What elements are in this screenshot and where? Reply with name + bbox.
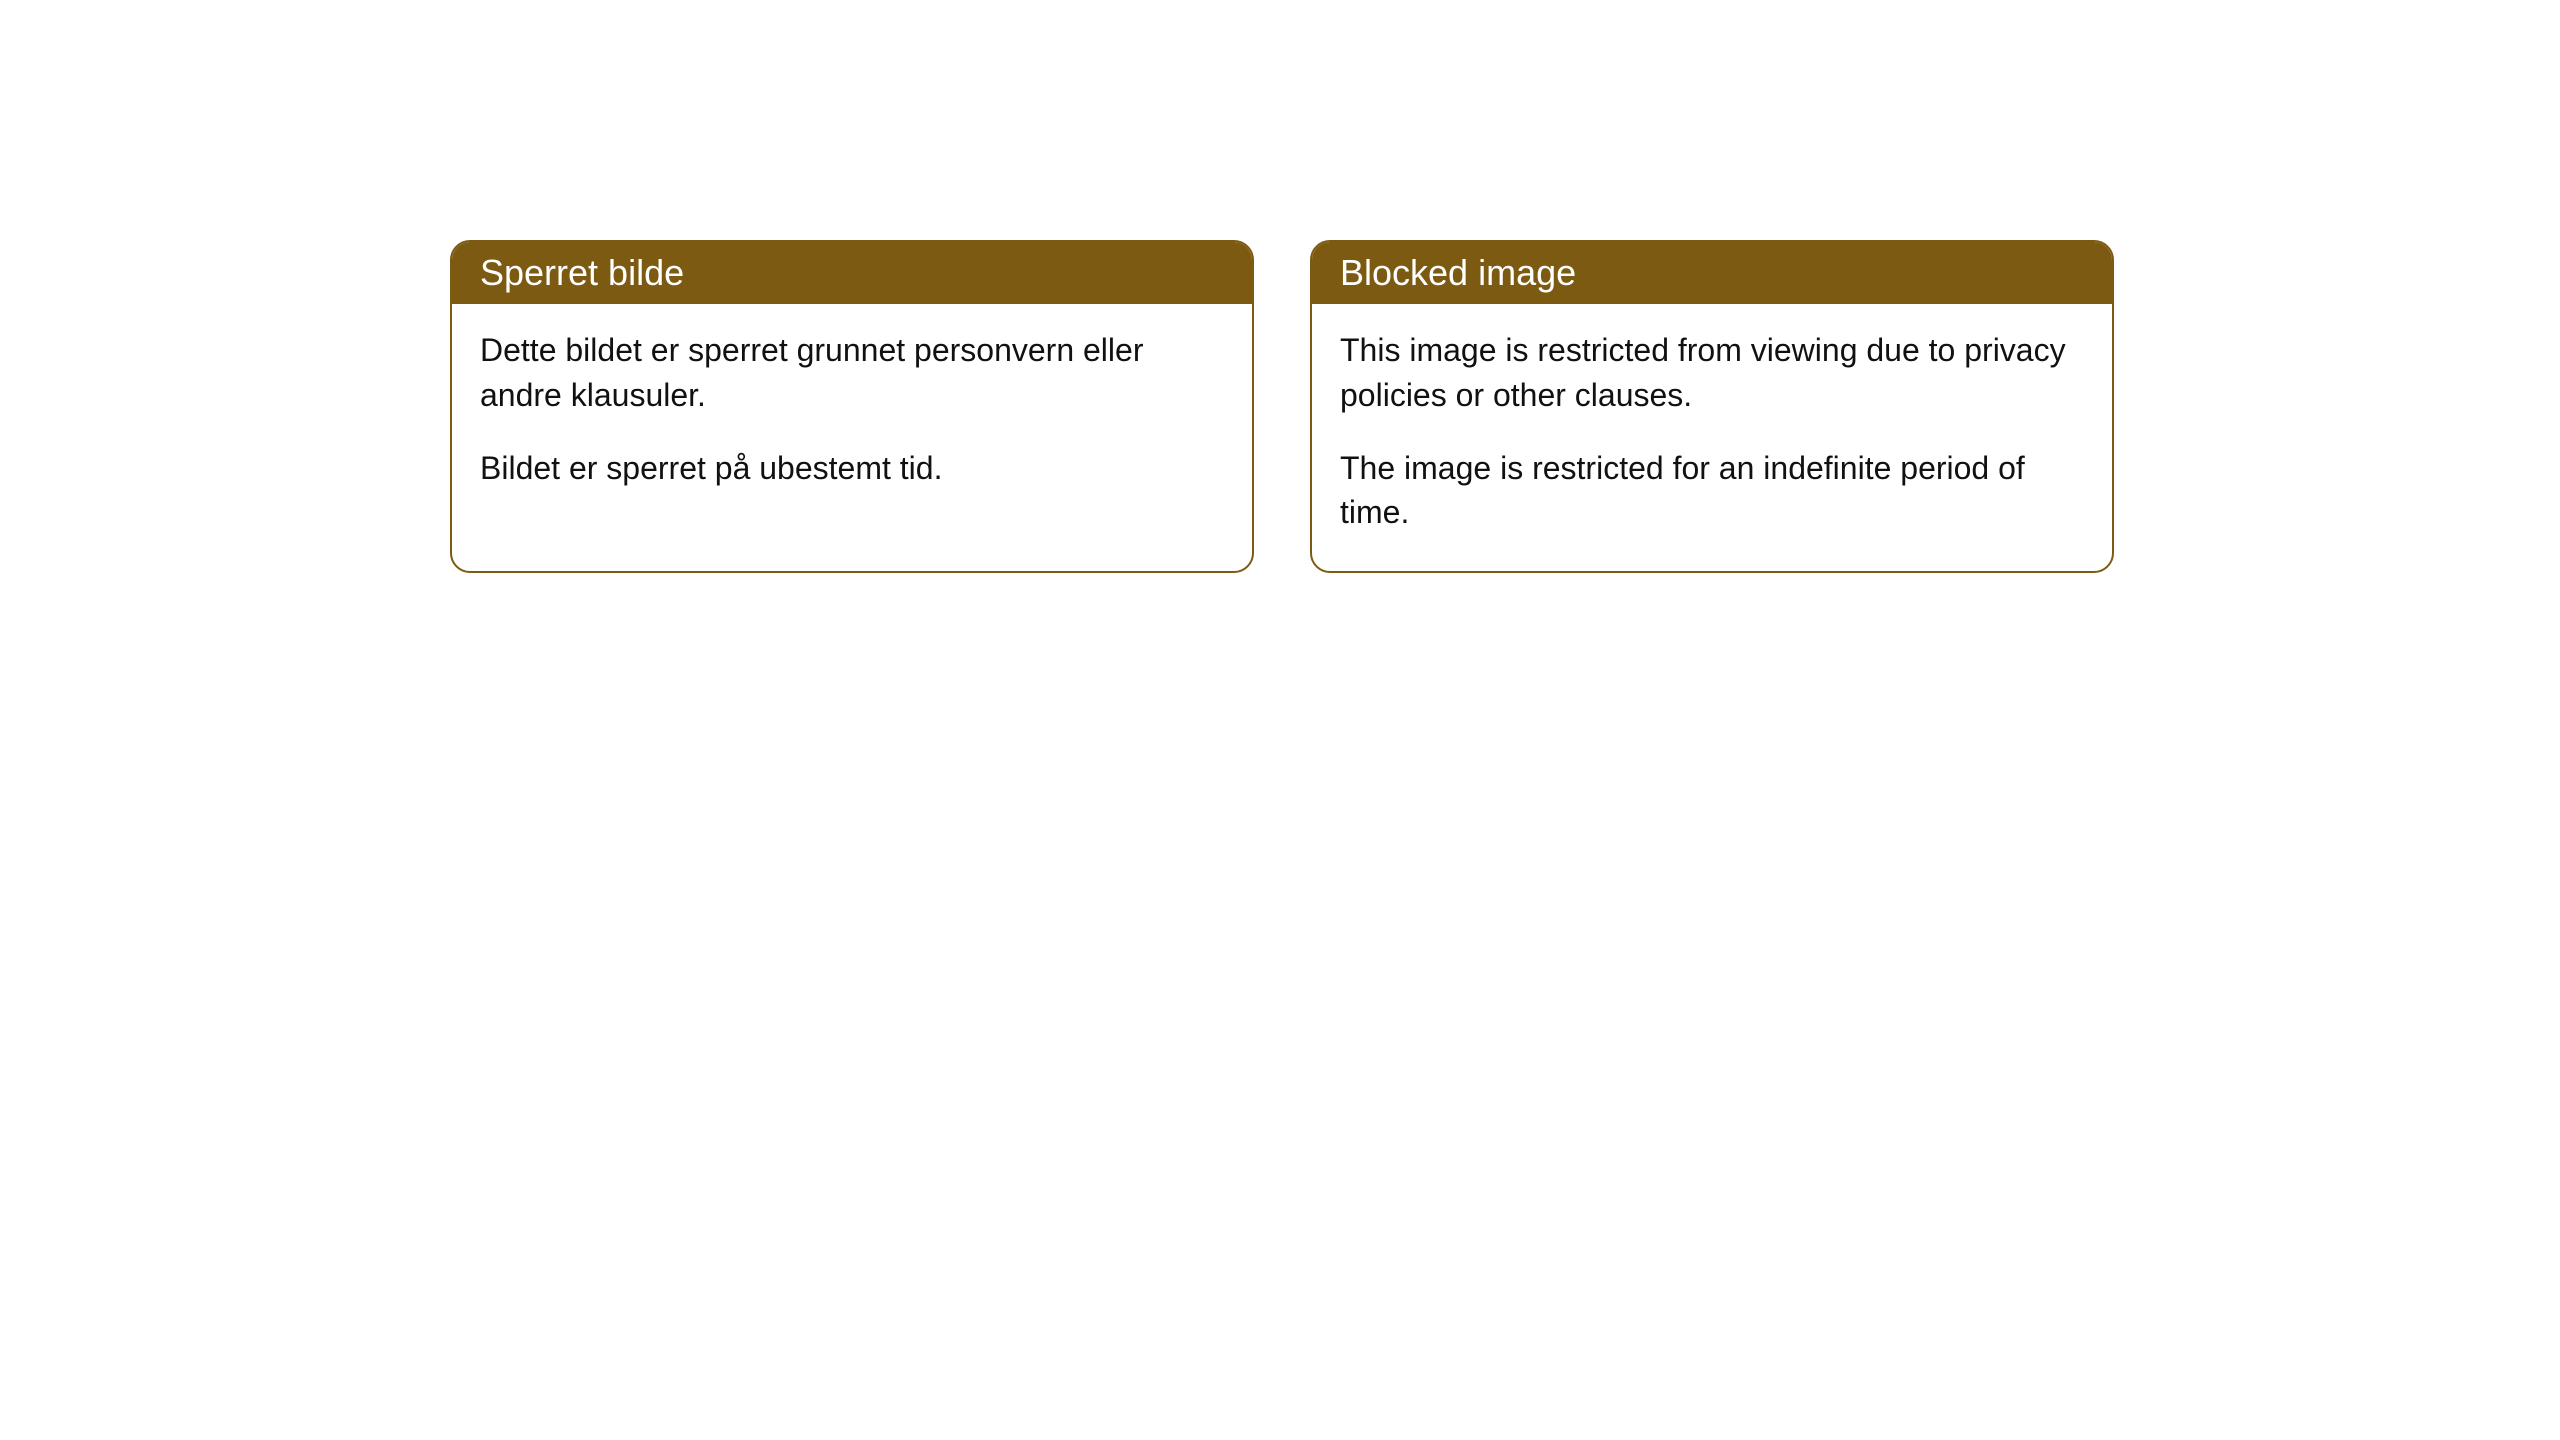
- notice-card-norwegian: Sperret bilde Dette bildet er sperret gr…: [450, 240, 1254, 573]
- notice-paragraph: This image is restricted from viewing du…: [1340, 328, 2084, 418]
- notice-paragraph: Dette bildet er sperret grunnet personve…: [480, 328, 1224, 418]
- notice-container: Sperret bilde Dette bildet er sperret gr…: [450, 240, 2560, 573]
- notice-paragraph: The image is restricted for an indefinit…: [1340, 446, 2084, 536]
- notice-paragraph: Bildet er sperret på ubestemt tid.: [480, 446, 1224, 491]
- notice-header-norwegian: Sperret bilde: [452, 242, 1252, 304]
- notice-body-norwegian: Dette bildet er sperret grunnet personve…: [452, 304, 1252, 526]
- notice-card-english: Blocked image This image is restricted f…: [1310, 240, 2114, 573]
- notice-header-english: Blocked image: [1312, 242, 2112, 304]
- notice-body-english: This image is restricted from viewing du…: [1312, 304, 2112, 571]
